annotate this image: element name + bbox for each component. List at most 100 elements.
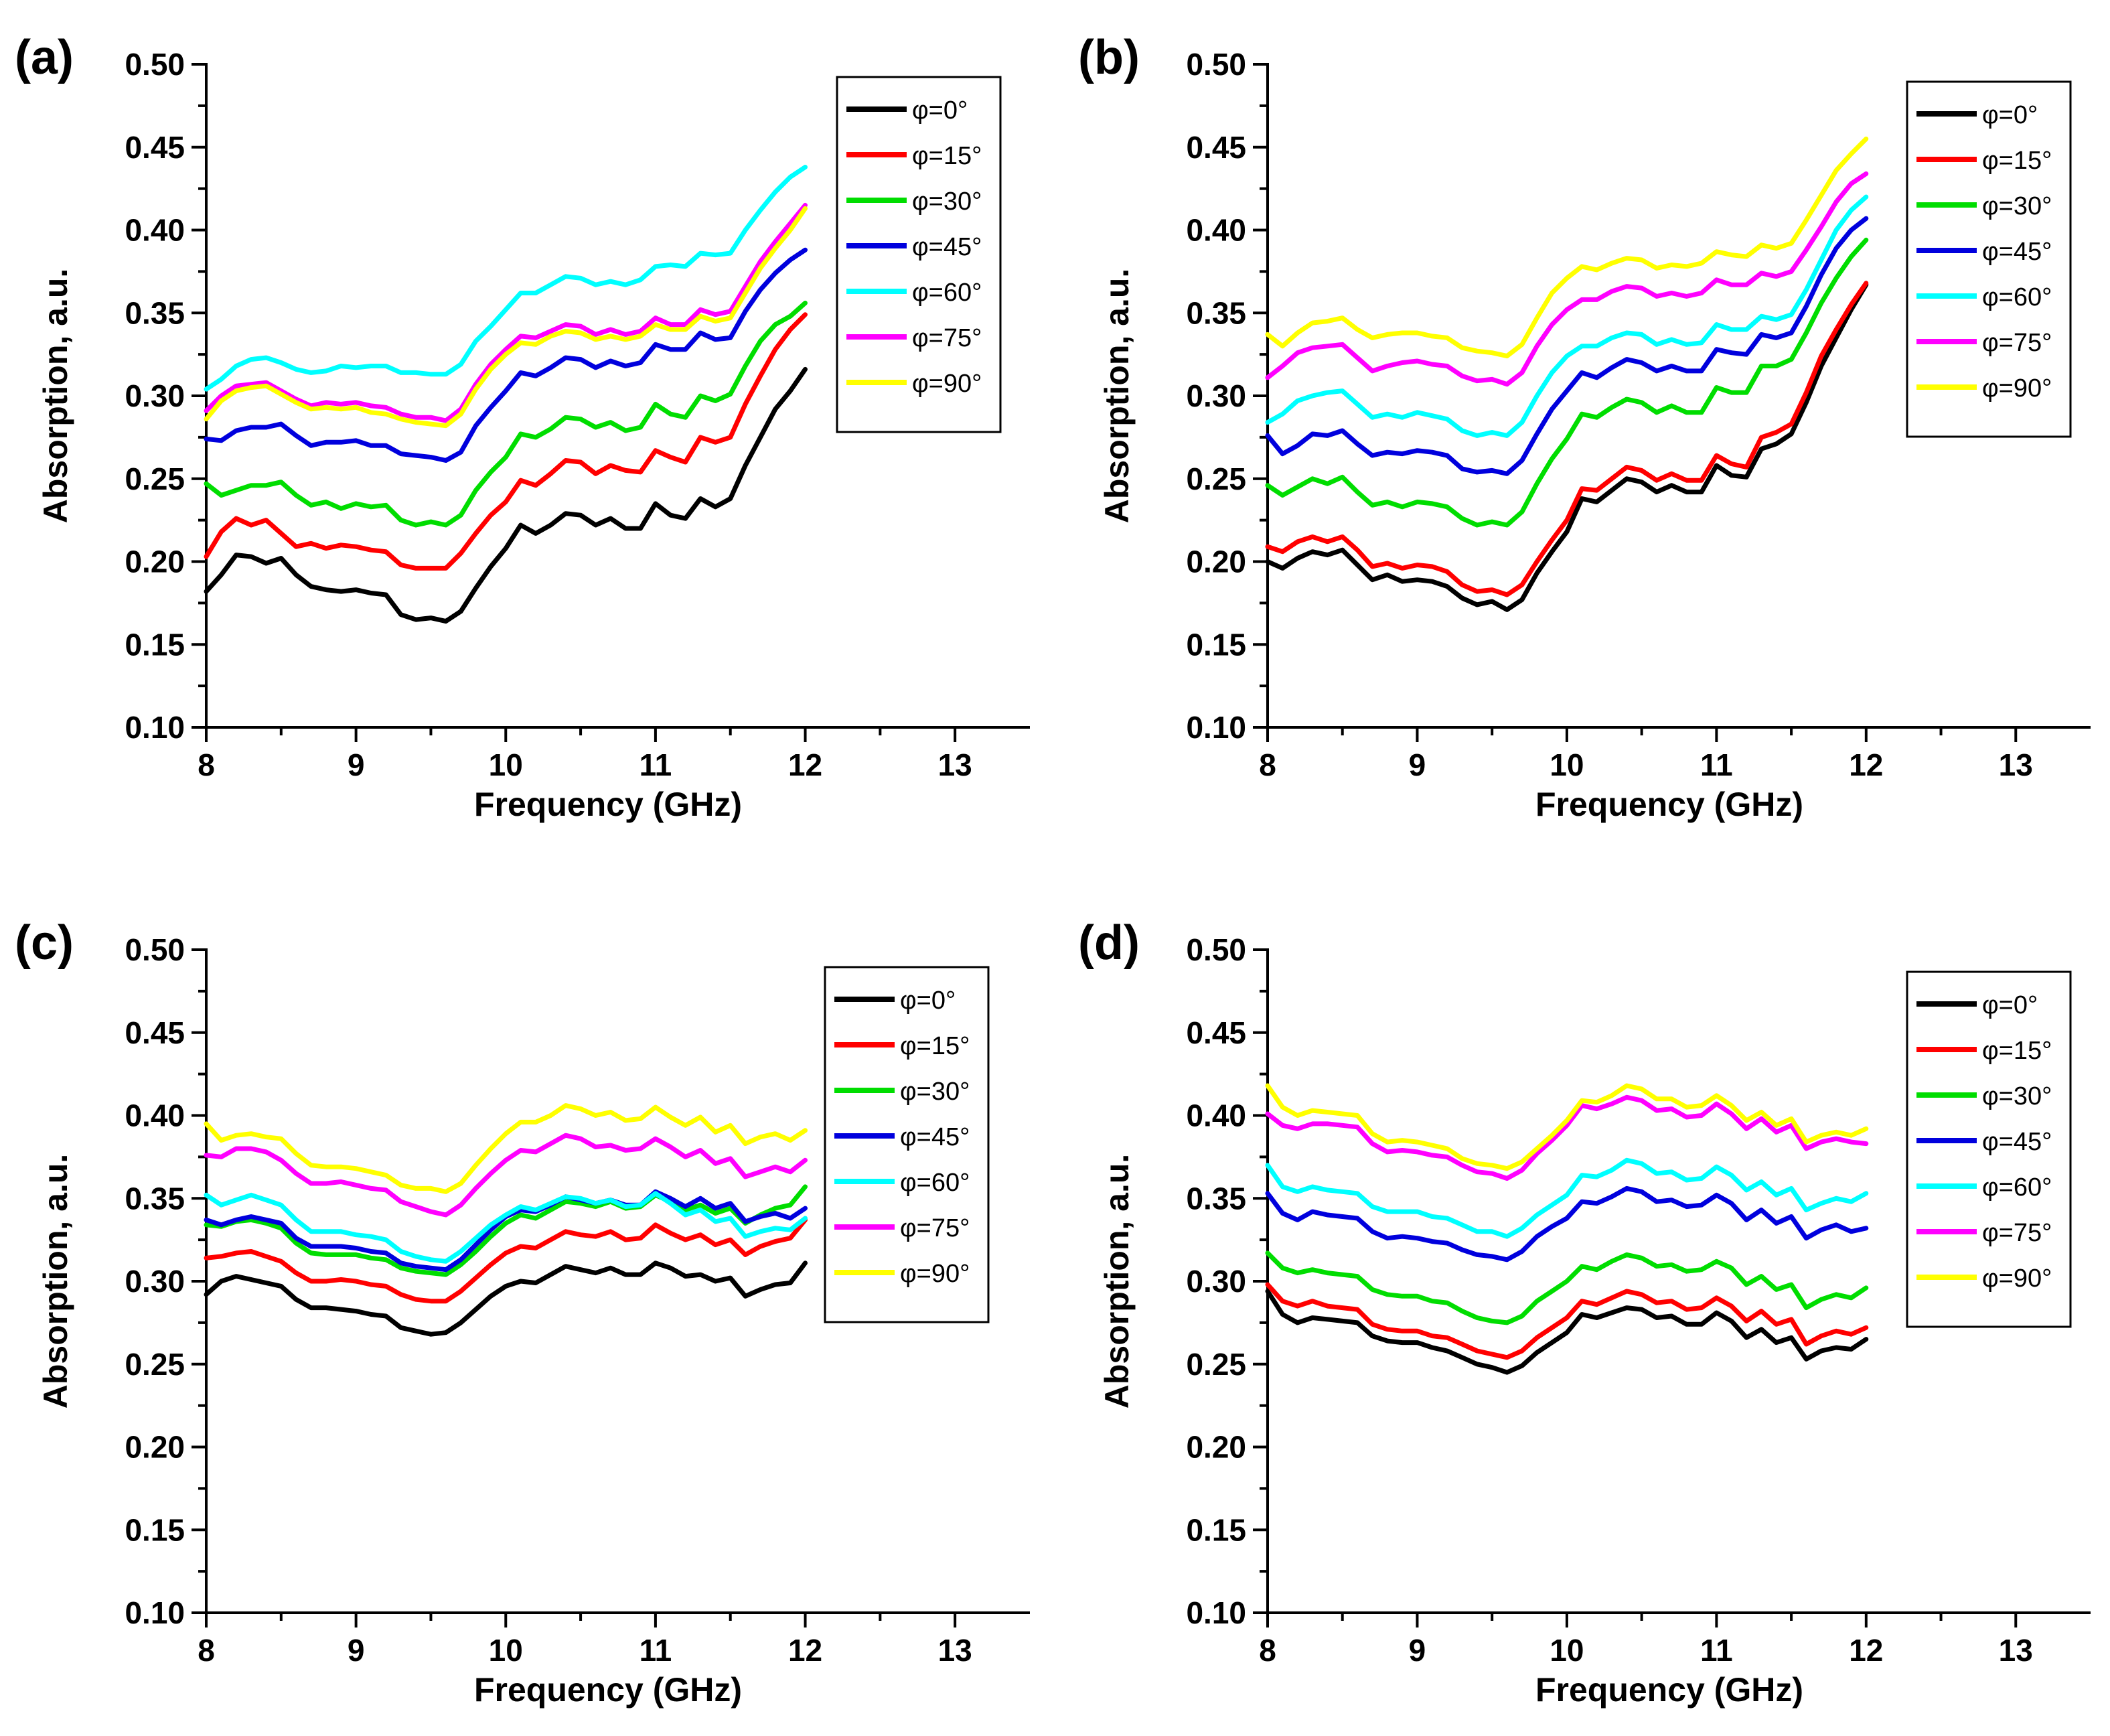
y-tick-label: 0.40 — [125, 213, 185, 248]
chart-panel-4: (d) 8 9 10 11 12 13 0.10 0.15 0.20 0.25 0.30 0.35 0.4… — [1078, 916, 2091, 1709]
y-tick-label: 0.50 — [125, 47, 185, 82]
legend-entry: φ=0° — [900, 987, 956, 1015]
x-tick-label: 8 — [198, 747, 215, 782]
x-tick-label: 10 — [1550, 747, 1584, 782]
y-tick-label: 0.15 — [125, 627, 185, 662]
y-tick-label: 0.25 — [1186, 461, 1246, 496]
series-line-phi-60 — [204, 165, 808, 392]
series-line-phi-45 — [1265, 216, 1869, 476]
y-tick-label: 0.45 — [1186, 1015, 1246, 1050]
legend-entry: φ=90° — [1982, 1264, 2052, 1293]
legend-entry: φ=15° — [1982, 147, 2052, 175]
series-line-phi-0 — [1265, 1289, 1869, 1375]
y-tick-label: 0.50 — [1186, 47, 1246, 82]
legend-entry: φ=15° — [1982, 1037, 2052, 1065]
y-tick-label: 0.45 — [1186, 130, 1246, 165]
x-tick-label: 10 — [1550, 1633, 1584, 1668]
legend-entry: φ=30° — [900, 1078, 970, 1106]
y-tick-label: 0.20 — [125, 1430, 185, 1465]
legend-entry: φ=90° — [1982, 374, 2052, 403]
y-axis-title: Absorption, a.u. — [37, 1154, 74, 1409]
legend-entry: φ=60° — [1982, 1173, 2052, 1202]
x-tick-label: 13 — [1999, 1633, 2033, 1668]
legend-entry: φ=30° — [1982, 192, 2052, 220]
chart-panel-3: (c) 8 9 10 11 12 13 0.10 0.15 0.20 0.25 0.30 0.35 0.4… — [15, 916, 1030, 1709]
series-line-phi-15 — [1265, 281, 1869, 597]
legend-entry: φ=30° — [1982, 1082, 2052, 1110]
panel-label: (d) — [1078, 916, 1140, 970]
legend-entry: φ=60° — [1982, 283, 2052, 311]
y-tick-label: 0.30 — [125, 378, 185, 413]
series-line-phi-45 — [204, 1189, 808, 1273]
legend-entry: φ=60° — [912, 279, 982, 307]
y-tick-label: 0.45 — [125, 1015, 185, 1050]
x-tick-label: 12 — [1849, 1633, 1883, 1668]
legend-entry: φ=30° — [912, 188, 982, 216]
x-tick-label: 11 — [639, 1633, 672, 1668]
x-tick-label: 9 — [1409, 747, 1426, 782]
y-tick-label: 0.20 — [125, 545, 185, 579]
series-line-phi-0 — [204, 366, 808, 624]
y-tick-label: 0.35 — [125, 1181, 185, 1216]
legend-box — [1906, 970, 2072, 1328]
legend-entry: φ=45° — [912, 233, 982, 261]
y-tick-label: 0.10 — [125, 710, 185, 745]
legend-entry: φ=90° — [912, 370, 982, 398]
legend-entry: φ=0° — [1982, 991, 2038, 1019]
series-line-phi-15 — [1265, 1282, 1869, 1360]
legend-entry: φ=75° — [912, 324, 982, 352]
y-tick-label: 0.30 — [1186, 1264, 1246, 1299]
y-tick-label: 0.10 — [1186, 1595, 1246, 1630]
y-tick-label: 0.10 — [125, 1595, 185, 1630]
series-line-phi-90 — [1265, 136, 1869, 359]
y-tick-label: 0.20 — [1186, 545, 1246, 579]
series-line-phi-60 — [1265, 1157, 1869, 1239]
chart-panel-2: (b) 8 9 10 11 12 13 0.10 0.15 0.20 0.25 0.30 0.35 0.4… — [1078, 31, 2091, 823]
y-tick-label: 0.15 — [1186, 627, 1246, 662]
x-tick-label: 9 — [1409, 1633, 1426, 1668]
legend-entry: φ=0° — [1982, 101, 2038, 129]
x-tick-label: 9 — [348, 747, 365, 782]
y-tick-label: 0.20 — [1186, 1430, 1246, 1465]
y-tick-label: 0.40 — [125, 1098, 185, 1133]
legend-entry: φ=60° — [900, 1169, 970, 1197]
legend-entry: φ=75° — [1982, 1219, 2052, 1247]
y-tick-label: 0.40 — [1186, 1098, 1246, 1133]
x-tick-label: 8 — [1259, 747, 1276, 782]
series-line-phi-30 — [204, 1184, 808, 1277]
series-line-phi-0 — [204, 1260, 808, 1337]
x-tick-label: 13 — [938, 1633, 972, 1668]
x-tick-label: 12 — [788, 747, 822, 782]
series-line-phi-75 — [1265, 1094, 1869, 1181]
y-tick-label: 0.25 — [1186, 1347, 1246, 1382]
series-line-phi-75 — [1265, 171, 1869, 387]
y-tick-label: 0.35 — [1186, 295, 1246, 330]
series-line-phi-45 — [1265, 1185, 1869, 1262]
y-tick-label: 0.35 — [1186, 1181, 1246, 1216]
y-tick-label: 0.50 — [125, 932, 185, 967]
legend-entry: φ=75° — [900, 1214, 970, 1242]
legend-entry: φ=45° — [900, 1123, 970, 1151]
legend-box — [1906, 80, 2072, 438]
x-axis-title: Frequency (GHz) — [474, 1671, 742, 1709]
series-line-phi-30 — [1265, 1250, 1869, 1325]
legend: φ=0° φ=15° φ=30° φ=45° φ=60° φ=75° φ=90° — [824, 966, 990, 1323]
x-tick-label: 11 — [639, 747, 672, 782]
series-line-phi-30 — [204, 300, 808, 528]
x-tick-label: 13 — [938, 747, 972, 782]
legend-entry: φ=45° — [1982, 1128, 2052, 1156]
y-tick-label: 0.50 — [1186, 932, 1246, 967]
series-line-phi-60 — [204, 1191, 808, 1264]
x-tick-label: 11 — [1700, 1633, 1733, 1668]
x-axis-title: Frequency (GHz) — [474, 786, 742, 823]
legend-entry: φ=15° — [912, 142, 982, 170]
x-tick-label: 8 — [1259, 1633, 1276, 1668]
y-tick-label: 0.25 — [125, 461, 185, 496]
y-tick-label: 0.15 — [1186, 1512, 1246, 1547]
legend-entry: φ=75° — [1982, 329, 2052, 357]
series-line-phi-90 — [204, 206, 808, 429]
series-line-phi-90 — [204, 1103, 808, 1194]
series-line-phi-0 — [1265, 282, 1869, 612]
series-line-phi-45 — [204, 247, 808, 463]
